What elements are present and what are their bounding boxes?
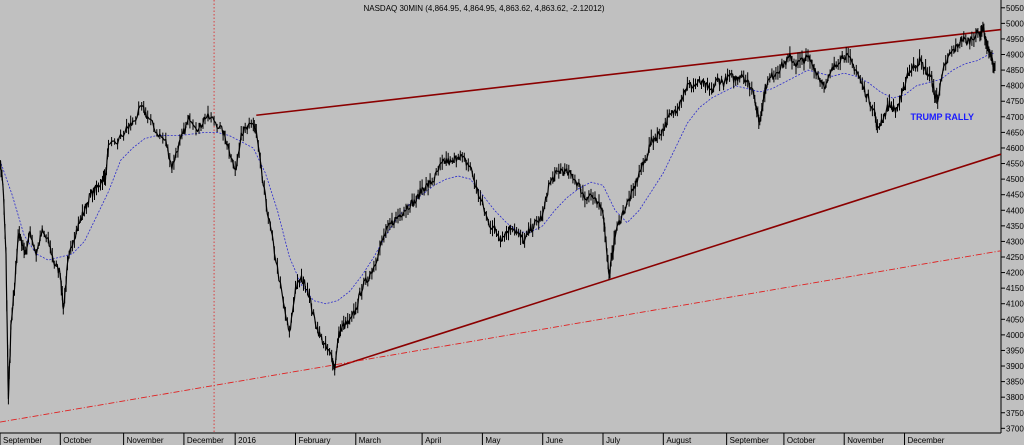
y-tick-label: 4300 [1006,237,1024,246]
x-tick-label: November [127,436,164,445]
price-layer [0,21,996,405]
x-tick-label: March [359,436,381,445]
x-tick-label: April [425,436,441,445]
trendlines-layer [0,28,1002,423]
x-tick-label: December [187,436,224,445]
trendline-lower [334,153,1002,369]
y-tick-label: 4000 [1006,331,1024,340]
y-tick-label: 4950 [1006,35,1024,44]
x-tick-label: December [908,436,945,445]
y-tick-label: 4850 [1006,66,1024,75]
moving-average-line [0,52,996,305]
y-tick-label: 3800 [1006,393,1024,402]
y-tick-label: 4100 [1006,300,1024,309]
trendline-upper [256,28,1002,117]
x-tick-label: October [63,436,92,445]
y-tick-label: 4200 [1006,269,1024,278]
x-tick-label: July [606,436,620,445]
y-tick-label: 5050 [1006,4,1024,13]
y-tick-label: 5000 [1006,19,1024,28]
x-tick-label: May [485,436,500,445]
y-tick-label: 3700 [1006,424,1024,433]
y-tick-label: 3850 [1006,378,1024,387]
y-tick-label: 4700 [1006,113,1024,122]
x-axis: September October November December 2016 Febr… [0,433,945,445]
y-tick-label: 4550 [1006,160,1024,169]
chart-title: NASDAQ 30MIN (4,864.95, 4,864.95, 4,863.… [363,4,604,13]
y-tick-label: 4650 [1006,128,1024,137]
y-tick-label: 4450 [1006,191,1024,200]
y-tick-label: 3750 [1006,409,1024,418]
y-tick-label: 4900 [1006,51,1024,60]
y-tick-label: 4400 [1006,206,1024,215]
y-tick-label: 4150 [1006,284,1024,293]
y-tick-label: 4600 [1006,144,1024,153]
y-tick-label: 4050 [1006,315,1024,324]
x-tick-label: October [787,436,816,445]
y-axis: 3700 3750 3800 3850 3900 3950 4000 4050 4100 4150… [1001,4,1024,433]
y-tick-label: 4750 [1006,97,1024,106]
trendline-long-term [0,250,1002,423]
x-tick-label: June [546,436,564,445]
x-tick-label: November [847,436,884,445]
y-tick-label: 3950 [1006,346,1024,355]
annotations-layer: TRUMP RALLY [911,112,975,122]
x-tick-label: August [666,436,692,445]
x-tick-label: 2016 [238,436,256,445]
y-tick-label: 3900 [1006,362,1024,371]
x-tick-label: September [3,436,42,445]
x-tick-label: September [730,436,769,445]
y-tick-label: 4800 [1006,82,1024,91]
moving-average-layer [0,52,996,305]
y-tick-label: 4250 [1006,253,1024,262]
x-tick-label: February [298,436,330,445]
y-tick-label: 4350 [1006,222,1024,231]
y-tick-label: 4500 [1006,175,1024,184]
annotation-label: TRUMP RALLY [911,112,975,122]
